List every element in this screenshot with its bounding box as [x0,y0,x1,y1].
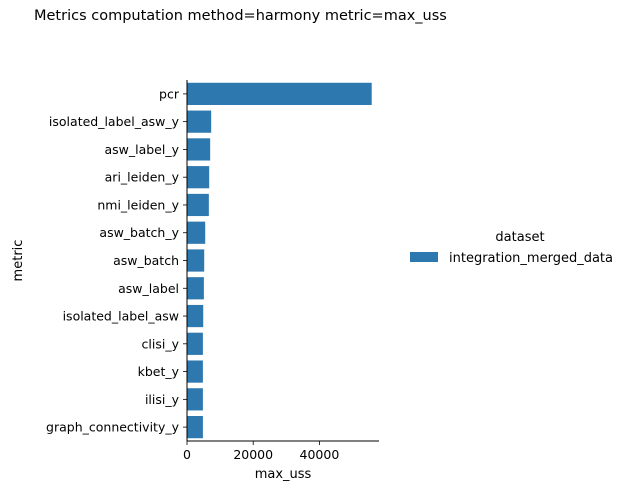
x-tick-label: 20000 [233,447,273,462]
y-axis-label: metric [11,240,26,282]
x-tick-label: 40000 [300,447,340,462]
y-tick-label: ilisi_y [145,392,180,407]
y-tick-label: kbet_y [138,364,180,379]
y-tick-layer: pcr isolated_label_asw_y asw_label_y ari_le… [46,86,187,435]
y-tick-label: nmi_leiden_y [97,197,179,212]
y-tick-label: ari_leiden_y [105,170,180,185]
bar-pcr [187,82,372,105]
y-tick-label: asw_label [118,281,179,296]
legend-swatch [410,252,438,262]
y-tick-label: pcr [159,86,180,101]
y-tick-label: asw_label_y [104,142,179,157]
y-tick-label: clisi_y [142,336,180,351]
bar-ari_leiden_y [187,166,210,189]
y-tick-label: isolated_label_asw_y [49,114,180,129]
x-tick-label: 0 [183,447,191,462]
y-tick-label: isolated_label_asw [63,309,179,324]
chart-title: Metrics computation method=harmony metri… [34,8,447,24]
x-axis-label: max_uss [255,467,312,482]
bars-layer [187,82,372,439]
legend-title: dataset [495,230,544,245]
y-tick-label: graph_connectivity_y [46,420,180,435]
bar-asw_label [187,277,204,300]
bar-clisi_y [187,332,203,355]
legend: dataset integration_merged_data [410,230,613,266]
bar-isolated_label_asw_y [187,110,212,133]
bar-nmi_leiden_y [187,193,209,217]
y-tick-label: asw_batch_y [99,225,179,240]
bar-asw_label_y [187,138,211,161]
bar-isolated_label_asw [187,304,204,328]
y-tick-label: asw_batch [113,253,179,268]
bar-kbet_y [187,360,203,383]
bar-asw_batch_y [187,221,206,244]
bar-ilisi_y [187,388,203,411]
bar-graph_connectivity_y [187,416,203,439]
x-tick-layer: 0 20000 40000 [183,441,339,462]
legend-label: integration_merged_data [449,251,613,266]
bar-asw_batch [187,249,205,272]
